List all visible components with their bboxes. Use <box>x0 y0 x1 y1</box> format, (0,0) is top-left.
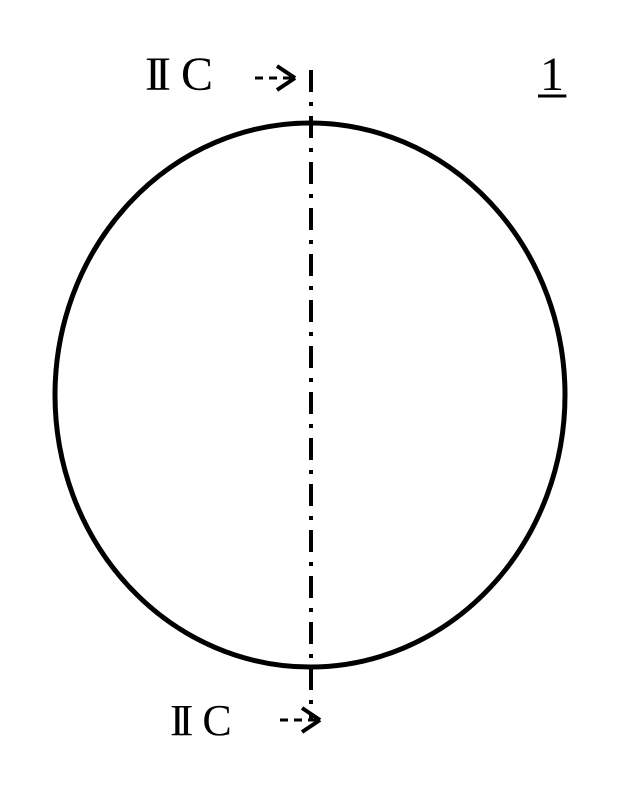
label-top-letter: C <box>181 48 213 101</box>
label-bottom-section: II C <box>170 696 232 745</box>
label-top-roman: II <box>145 48 170 101</box>
arrow-top <box>255 66 295 90</box>
label-top-section: II C <box>145 48 213 101</box>
label-ref-number: 1 <box>540 48 564 101</box>
label-bottom-roman: II <box>170 696 193 745</box>
section-diagram: II C II C 1 <box>0 0 628 796</box>
arrow-bottom <box>280 708 320 732</box>
label-bottom-letter: C <box>202 696 231 745</box>
